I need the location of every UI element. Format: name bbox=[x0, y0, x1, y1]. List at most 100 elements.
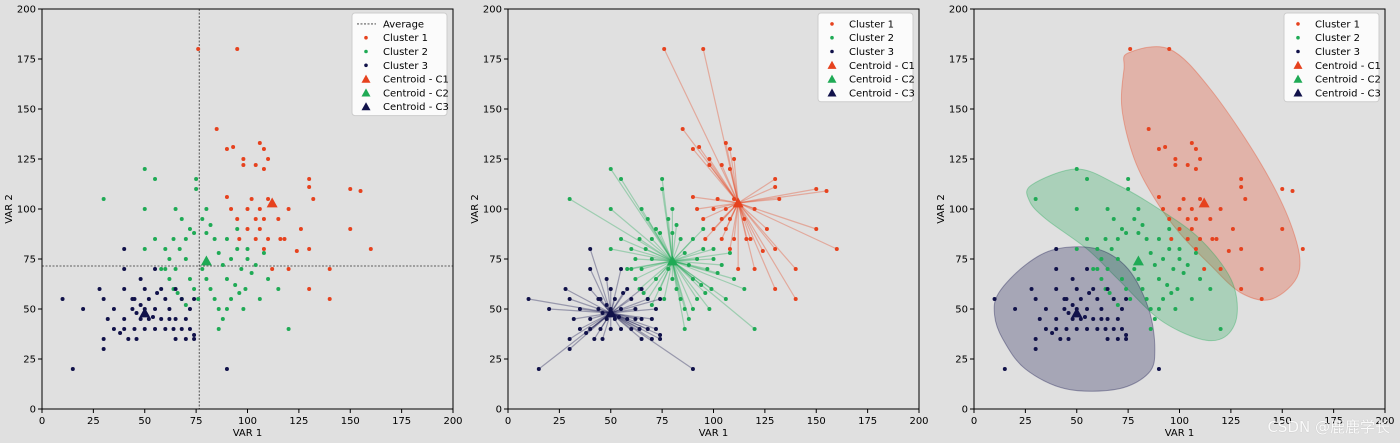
data-point-cluster-2 bbox=[1177, 247, 1182, 251]
data-point-cluster-1 bbox=[1239, 247, 1244, 251]
centroid-link bbox=[610, 168, 673, 262]
data-point-cluster-1 bbox=[1189, 207, 1194, 211]
centroid-link bbox=[610, 308, 657, 314]
data-point-cluster-3 bbox=[604, 277, 609, 281]
data-point-cluster-2 bbox=[1115, 237, 1120, 241]
data-point-cluster-1 bbox=[1259, 267, 1264, 271]
centroid-link bbox=[610, 312, 648, 330]
data-point-cluster-3 bbox=[645, 327, 650, 331]
data-point-cluster-3 bbox=[1091, 317, 1096, 321]
data-point-cluster-3 bbox=[111, 327, 116, 331]
data-point-cluster-3 bbox=[1085, 327, 1090, 331]
legend-entry-centroid-c1: Centroid - C1 bbox=[849, 61, 915, 72]
legend-entry-cluster-3: Cluster 3 bbox=[383, 61, 428, 72]
data-point-cluster-1 bbox=[1128, 47, 1133, 51]
data-point-cluster-2 bbox=[1177, 257, 1182, 261]
y-tick-label: 50 bbox=[489, 305, 502, 316]
centroid-link bbox=[631, 260, 673, 270]
data-point-cluster-3 bbox=[621, 291, 626, 295]
y-tick-label: 150 bbox=[483, 105, 502, 116]
data-point-cluster-2 bbox=[224, 307, 229, 311]
data-point-cluster-3 bbox=[1054, 327, 1059, 331]
legend-box bbox=[1283, 12, 1380, 103]
centroid-link bbox=[721, 164, 739, 204]
centroid-link bbox=[738, 188, 817, 204]
data-point-cluster-2 bbox=[690, 277, 695, 281]
x-tick-label: 0 bbox=[39, 416, 45, 427]
data-point-cluster-1 bbox=[732, 237, 737, 241]
data-point-cluster-2 bbox=[163, 247, 168, 251]
data-point-cluster-2 bbox=[619, 237, 624, 241]
data-point-cluster-2 bbox=[1091, 267, 1096, 271]
data-point-cluster-1 bbox=[348, 227, 353, 231]
y-tick-label: 150 bbox=[949, 105, 968, 116]
data-point-cluster-1 bbox=[1210, 237, 1215, 241]
data-point-cluster-2 bbox=[1115, 303, 1120, 307]
data-point-cluster-2 bbox=[1109, 247, 1114, 251]
centroid-link bbox=[659, 232, 673, 262]
data-point-cluster-1 bbox=[1146, 127, 1151, 131]
data-point-cluster-3 bbox=[1037, 317, 1042, 321]
data-point-cluster-2 bbox=[658, 231, 663, 235]
centroid-link bbox=[671, 260, 682, 300]
data-point-cluster-2 bbox=[235, 247, 240, 251]
data-point-cluster-2 bbox=[682, 327, 687, 331]
data-point-cluster-2 bbox=[695, 297, 700, 301]
data-point-cluster-3 bbox=[173, 317, 178, 321]
data-point-cluster-3 bbox=[1111, 327, 1116, 331]
data-point-cluster-3 bbox=[138, 303, 143, 307]
data-point-cluster-3 bbox=[1099, 307, 1104, 311]
centroid-link bbox=[635, 258, 673, 262]
data-point-cluster-2 bbox=[1161, 297, 1166, 301]
data-point-cluster-3 bbox=[1105, 317, 1110, 321]
data-point-cluster-3 bbox=[101, 337, 106, 341]
legend-swatch-cluster bbox=[830, 35, 834, 40]
data-point-cluster-1 bbox=[752, 207, 757, 211]
x-tick-label: 50 bbox=[138, 416, 151, 427]
data-point-cluster-1 bbox=[1173, 163, 1178, 167]
data-point-cluster-2 bbox=[173, 267, 178, 271]
data-point-cluster-2 bbox=[159, 267, 164, 271]
data-point-cluster-3 bbox=[1054, 247, 1059, 251]
centroid-link bbox=[738, 190, 827, 204]
data-point-cluster-3 bbox=[153, 267, 158, 271]
data-point-cluster-2 bbox=[216, 307, 221, 311]
data-point-cluster-1 bbox=[777, 197, 782, 201]
data-point-cluster-2 bbox=[208, 287, 213, 291]
data-point-cluster-3 bbox=[130, 297, 135, 301]
data-point-cluster-3 bbox=[1029, 287, 1034, 291]
data-point-cluster-1 bbox=[266, 197, 271, 201]
data-point-cluster-1 bbox=[1198, 237, 1203, 241]
data-point-cluster-3 bbox=[1054, 317, 1059, 321]
data-point-cluster-2 bbox=[200, 217, 205, 221]
legend-swatch-cluster bbox=[1296, 49, 1300, 54]
data-point-cluster-2 bbox=[653, 277, 658, 281]
centroid-link bbox=[565, 288, 612, 314]
data-point-cluster-2 bbox=[167, 277, 172, 281]
data-point-cluster-3 bbox=[1082, 315, 1087, 319]
data-point-cluster-1 bbox=[1193, 247, 1198, 251]
centroid-link bbox=[671, 260, 706, 294]
centroid-link bbox=[569, 198, 673, 262]
data-point-cluster-2 bbox=[1074, 207, 1079, 211]
data-point-cluster-2 bbox=[1111, 217, 1116, 221]
data-point-cluster-3 bbox=[567, 337, 572, 341]
legend-entry-centroid-c3: Centroid - C3 bbox=[1315, 88, 1381, 99]
data-point-cluster-3 bbox=[649, 337, 654, 341]
centroid-link bbox=[671, 260, 678, 290]
centroid-marker-c3 bbox=[1071, 307, 1083, 318]
centroid-link bbox=[708, 164, 739, 204]
data-point-cluster-2 bbox=[633, 257, 638, 261]
data-point-cluster-2 bbox=[1169, 291, 1174, 295]
data-point-cluster-1 bbox=[235, 217, 240, 221]
data-point-cluster-3 bbox=[163, 327, 168, 331]
data-point-cluster-1 bbox=[1173, 157, 1178, 161]
data-point-cluster-1 bbox=[690, 195, 695, 199]
data-point-cluster-2 bbox=[101, 197, 106, 201]
data-point-cluster-1 bbox=[1239, 177, 1244, 181]
data-point-cluster-2 bbox=[212, 297, 217, 301]
x-tick-label: 75 bbox=[190, 416, 203, 427]
data-point-cluster-2 bbox=[660, 187, 665, 191]
y-tick-label: 175 bbox=[949, 55, 968, 66]
data-point-cluster-2 bbox=[220, 317, 225, 321]
